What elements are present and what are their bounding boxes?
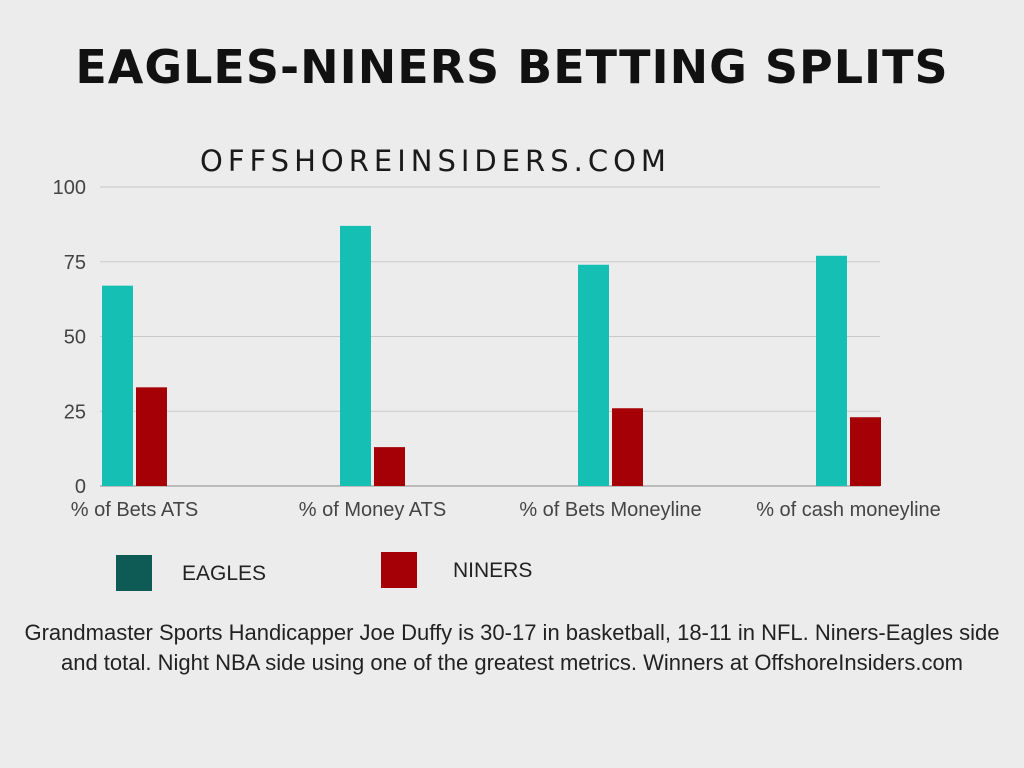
bar-eagles [340,225,371,486]
bar-eagles [816,255,847,486]
x-category-label: % of Bets Moneyline [519,499,701,521]
y-tick-label: 50 [64,327,86,349]
x-category-label: % of Bets ATS [71,499,198,521]
bar-chart: 0 25 50 75 100 % of Bets ATS % of Money ATS % o… [53,177,941,521]
legend-swatch-eagles [116,555,152,591]
bar-niners [374,447,405,486]
chart-title: EAGLES-NINERS BETTING SPLITS [75,40,949,94]
y-tick-label: 25 [64,401,86,423]
caption-text: Grandmaster Sports Handicapper Joe Duffy… [24,620,1000,675]
legend-swatch-niners [381,552,417,588]
bar-niners [850,417,881,486]
legend-label-niners: NINERS [453,559,533,582]
legend-label-eagles: EAGLES [182,562,267,585]
bar-eagles [102,285,133,486]
y-tick-label: 0 [75,476,86,498]
bar-niners [612,408,643,486]
x-category-label: % of cash moneyline [756,499,941,521]
bar-eagles [578,264,609,486]
y-tick-label: 75 [64,252,86,274]
watermark-text: OFFSHOREINSIDERS.COM [200,144,671,178]
x-category-label: % of Money ATS [299,499,446,521]
y-tick-label: 100 [53,177,86,199]
bar-niners [136,387,167,486]
